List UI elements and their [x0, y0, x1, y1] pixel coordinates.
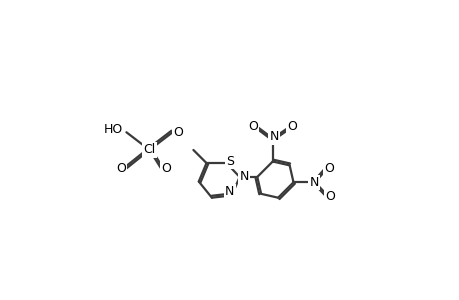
Text: O: O	[325, 190, 335, 203]
Text: HO: HO	[103, 123, 122, 136]
Text: Cl: Cl	[143, 143, 155, 157]
Text: O: O	[286, 120, 296, 134]
Text: O: O	[161, 162, 171, 175]
Text: O: O	[247, 120, 257, 133]
Text: N: N	[309, 176, 318, 189]
Text: O: O	[173, 126, 183, 139]
Text: N: N	[269, 130, 278, 143]
Text: O: O	[323, 162, 333, 175]
Text: N: N	[239, 170, 248, 183]
Text: O: O	[116, 162, 126, 175]
Text: N: N	[224, 185, 234, 198]
Text: S: S	[226, 155, 234, 168]
